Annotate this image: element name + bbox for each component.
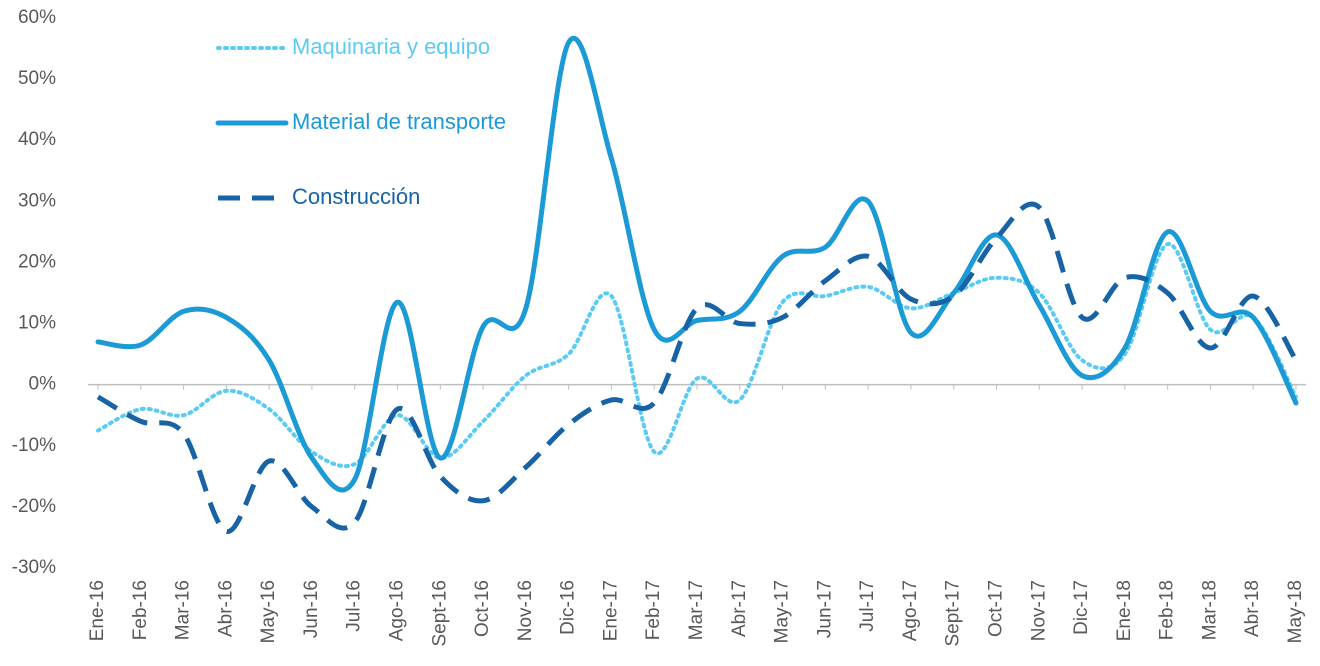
x-tick-label: May-17 [772, 580, 793, 643]
x-tick-label: Ago-17 [900, 580, 921, 641]
x-tick-label: Sept-17 [943, 580, 964, 647]
x-tick-label: May-16 [258, 580, 279, 643]
series-line [95, 36, 1299, 493]
x-tick-label: Oct-17 [986, 580, 1007, 637]
legend-label: Maquinaria y equipo [292, 34, 490, 59]
y-tick-label: -20% [12, 496, 56, 517]
y-tick-label: 50% [18, 68, 56, 89]
x-tick-label: Abr-18 [1242, 580, 1263, 637]
x-tick-label: Ene-18 [1114, 580, 1135, 641]
series-line [96, 201, 1299, 534]
x-tick-label: Jun-17 [814, 580, 835, 638]
y-tick-label: 10% [18, 313, 56, 334]
x-tick-label: Mar-18 [1199, 580, 1220, 640]
y-tick-label: 60% [18, 7, 56, 28]
y-tick-label: 40% [18, 129, 56, 150]
x-tick-label: Dic-17 [1071, 580, 1092, 635]
x-tick-label: Mar-17 [686, 580, 707, 640]
x-tick-label: Feb-16 [130, 580, 151, 640]
x-tick-label: Nov-16 [515, 580, 536, 641]
y-tick-label: -10% [12, 435, 56, 456]
x-tick-label: Jun-16 [301, 580, 322, 638]
x-tick-label: Jul-16 [344, 580, 365, 632]
x-tick-label: Jul-17 [857, 580, 878, 632]
x-tick-label: Dic-16 [558, 580, 579, 635]
x-tick-label: Oct-16 [472, 580, 493, 637]
x-tick-label: Feb-17 [643, 580, 664, 640]
x-tick-label: Sept-16 [429, 580, 450, 647]
series-line [96, 242, 1298, 469]
x-tick-label: May-18 [1285, 580, 1306, 643]
y-tick-label: 30% [18, 190, 56, 211]
y-tick-label: -30% [12, 557, 56, 578]
x-tick-label: Nov-17 [1028, 580, 1049, 641]
y-tick-label: 0% [29, 374, 57, 395]
legend-label: Construcción [292, 184, 420, 209]
x-tick-label: Abr-17 [729, 580, 750, 637]
x-tick-label: Ene-16 [87, 580, 108, 641]
x-tick-label: Feb-18 [1157, 580, 1178, 640]
x-tick-label: Abr-16 [215, 580, 236, 637]
legend-label: Material de transporte [292, 109, 506, 134]
y-tick-label: 20% [18, 251, 56, 272]
x-tick-label: Mar-16 [173, 580, 194, 640]
x-tick-label: Ago-16 [387, 580, 408, 641]
x-tick-label: Ene-17 [600, 580, 621, 641]
